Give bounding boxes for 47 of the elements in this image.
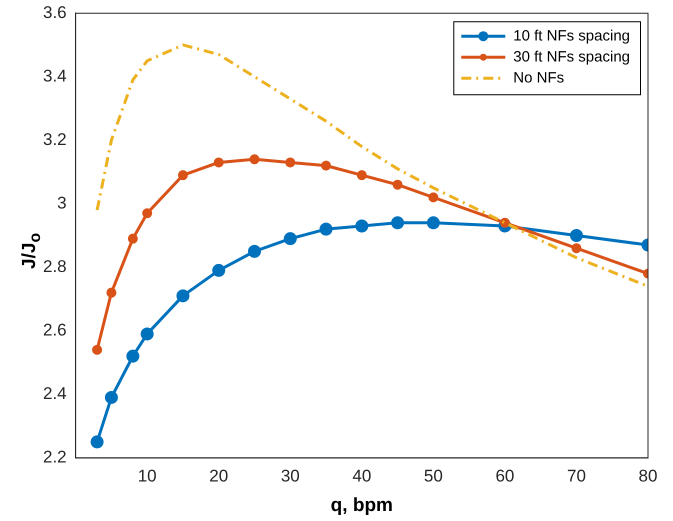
- x-axis-title: q, bpm: [330, 494, 393, 516]
- point: [320, 222, 333, 236]
- x-tick-label: 40: [352, 466, 372, 486]
- x-tick-label: 10: [138, 466, 157, 486]
- point: [391, 216, 404, 230]
- point: [571, 243, 582, 254]
- point: [104, 390, 118, 404]
- point: [142, 208, 152, 218]
- point: [285, 157, 296, 168]
- point: [176, 289, 190, 302]
- y-tick-label: 2.6: [42, 320, 67, 340]
- y-tick-label: 2.4: [42, 384, 67, 403]
- legend-label: 30 ft NFs spacing: [513, 48, 630, 66]
- point: [92, 344, 102, 355]
- point: [392, 180, 403, 190]
- point: [214, 157, 224, 168]
- point: [356, 170, 367, 180]
- x-tick-label: 70: [566, 466, 586, 486]
- y-tick-label: 3.6: [42, 2, 67, 22]
- point: [248, 244, 261, 258]
- point: [428, 192, 438, 202]
- point: [90, 435, 104, 448]
- legend-label: No NFs: [513, 69, 564, 86]
- point: [106, 288, 116, 298]
- point: [249, 154, 260, 164]
- point: [321, 160, 332, 171]
- point: [284, 232, 297, 246]
- x-tick-label: 20: [209, 466, 228, 486]
- y-tick-label: 3.2: [42, 130, 67, 149]
- point: [212, 264, 226, 277]
- point: [355, 219, 368, 232]
- point: [126, 350, 140, 363]
- x-tick-label: 50: [424, 466, 443, 486]
- x-tick-label: 60: [495, 466, 514, 486]
- point: [178, 170, 188, 180]
- y-tick-label: 2.8: [42, 256, 67, 276]
- y-tick-label: 3.4: [42, 66, 67, 86]
- x-tick-label: 30: [280, 466, 300, 486]
- point: [128, 234, 138, 244]
- y-tick-label: 3: [57, 193, 67, 212]
- x-tick-label: 80: [638, 466, 658, 486]
- point: [140, 327, 154, 340]
- point: [570, 229, 583, 242]
- legend-label: 10 ft NFs spacing: [513, 27, 630, 44]
- point: [426, 216, 440, 230]
- line-series: [96, 43, 648, 288]
- y-tick-label: 2.2: [42, 447, 67, 466]
